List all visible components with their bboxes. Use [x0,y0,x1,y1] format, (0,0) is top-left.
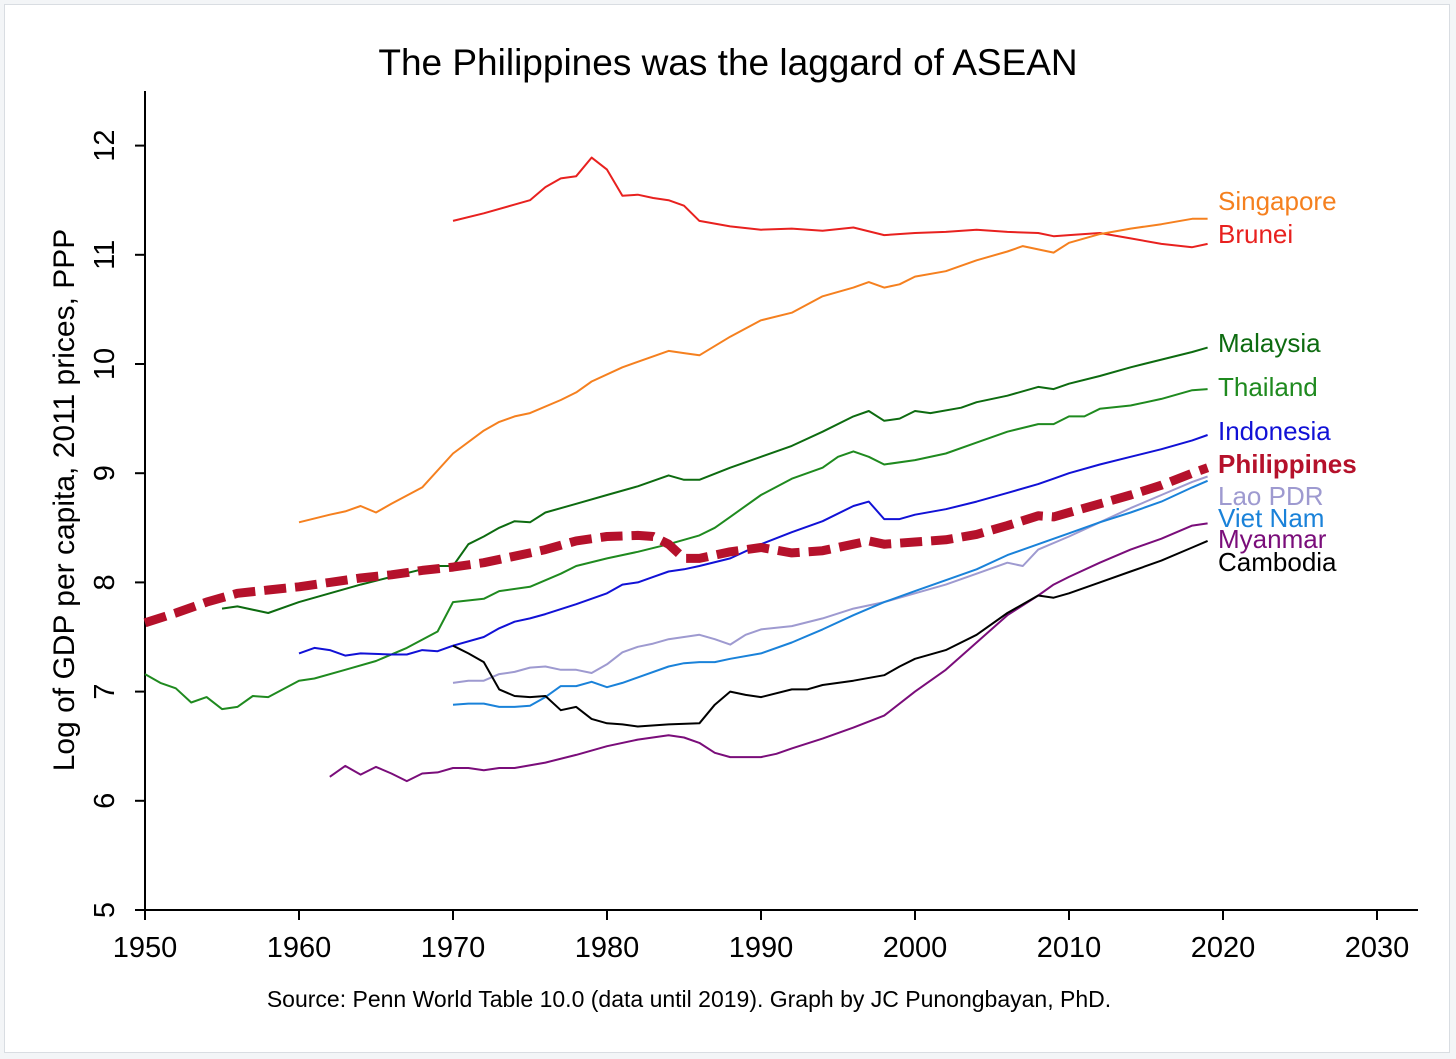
y-tick-label-7: 7 [89,684,121,700]
y-axis-label: Log of GDP per capita, 2011 prices, PPP [48,229,81,772]
y-tick-label-5: 5 [89,902,121,918]
series-label-malaysia: Malaysia [1218,328,1321,358]
series-line-indonesia [298,434,1208,657]
x-tick-label-2030: 2030 [1345,932,1410,964]
y-tick-label-9: 9 [89,465,121,481]
x-ticks: 1950 1960 1970 1980 1990 2000 2010 2020 2030 [113,910,1410,964]
series-line-singapore [298,217,1208,524]
chart-title: The Philippines was the laggard of ASEAN [378,42,1077,83]
y-tick-label-8: 8 [89,574,121,590]
chart-frame [4,4,1450,1053]
x-tick-label-2010: 2010 [1037,932,1102,964]
y-tick-label-10: 10 [89,348,121,380]
x-tick-label-2020: 2020 [1191,932,1256,964]
series-label-thailand: Thailand [1218,372,1318,402]
series-line-myanmar [329,522,1208,783]
series-lines [143,156,1210,783]
series-label-philippines: Philippines [1218,449,1357,479]
series-line-cambodia [452,539,1208,728]
series-label-brunei: Brunei [1218,219,1293,249]
series-line-philippines [143,463,1210,628]
y-tick-label-11: 11 [89,240,121,270]
series-line-viet-nam [452,479,1208,708]
source-note: Source: Penn World Table 10.0 (data unti… [267,986,1111,1012]
x-tick-label-1960: 1960 [267,932,332,964]
series-label-singapore: Singapore [1218,186,1337,216]
series-label-cambodia: Cambodia [1218,547,1337,577]
y-ticks: 5 6 7 8 9 10 11 12 [89,129,145,918]
y-tick-label-6: 6 [89,793,121,809]
x-tick-label-1970: 1970 [421,932,486,964]
x-tick-label-2000: 2000 [883,932,948,964]
axes [144,91,1418,911]
series-label-indonesia: Indonesia [1218,416,1331,446]
y-tick-label-12: 12 [89,129,121,161]
series-label-myanmar: Myanmar [1218,524,1327,554]
series-line-brunei [452,156,1208,249]
x-tick-label-1990: 1990 [729,932,794,964]
series-label-lao-pdr: Lao PDR [1218,481,1324,511]
x-tick-label-1980: 1980 [575,932,640,964]
series-line-lao-pdr [452,475,1208,684]
series-label-viet-nam: Viet Nam [1218,503,1324,533]
x-tick-label-1950: 1950 [113,932,178,964]
